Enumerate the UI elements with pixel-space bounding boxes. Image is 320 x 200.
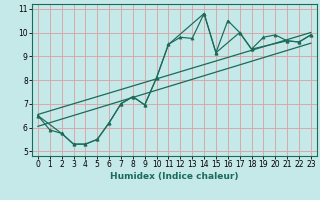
- X-axis label: Humidex (Indice chaleur): Humidex (Indice chaleur): [110, 172, 239, 181]
